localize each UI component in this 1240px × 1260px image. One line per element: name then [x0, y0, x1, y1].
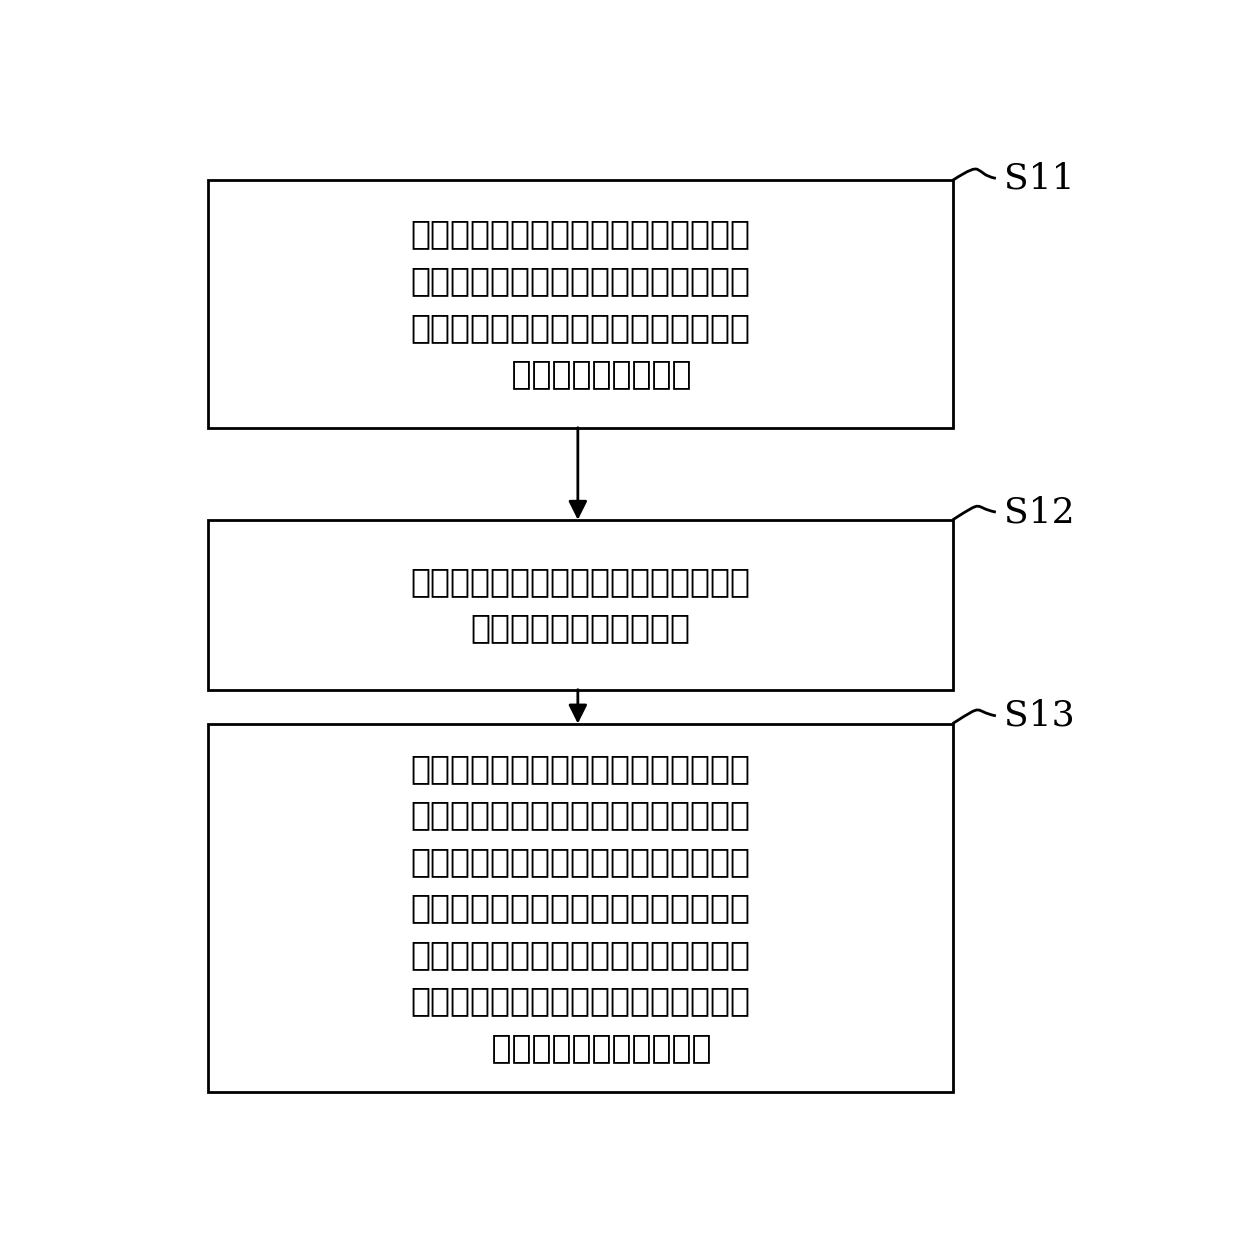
Text: 阵列区域中心点确定: 阵列区域中心点确定 — [469, 358, 692, 391]
Text: 想声源位置所在的指定方向区域，选择: 想声源位置所在的指定方向区域，选择 — [410, 984, 750, 1018]
Text: S13: S13 — [1003, 699, 1074, 733]
Bar — [208, 723, 952, 1092]
Text: 音频信号，其中，指定方向根据麦克风: 音频信号，其中，指定方向根据麦克风 — [410, 311, 750, 344]
Text: 对应的权重进行加权计算: 对应的权重进行加权计算 — [449, 1031, 712, 1065]
Text: 符合设定要求的假想声源位置为真实声: 符合设定要求的假想声源位置为真实声 — [410, 892, 750, 925]
Text: 采用选择的时延估计算法，确定麦克风: 采用选择的时延估计算法，确定麦克风 — [410, 752, 750, 785]
Text: 想声源位置的互相关度，确定互相关度: 想声源位置的互相关度，确定互相关度 — [410, 845, 750, 878]
Text: 源位置；其中，确定互相关度时根据假: 源位置；其中，确定互相关度时根据假 — [410, 937, 750, 971]
Text: 根据各指定方向的输出信号的信号能量: 根据各指定方向的输出信号的信号能量 — [410, 564, 750, 598]
Text: 阵列中每对麦克风采集的音频信号在假: 阵列中每对麦克风采集的音频信号在假 — [410, 799, 750, 832]
Bar — [208, 180, 952, 427]
Text: S12: S12 — [1003, 495, 1074, 529]
Bar — [208, 520, 952, 689]
Text: 频信号进行频域变换，得到对应的频域: 频信号进行频域变换，得到对应的频域 — [410, 265, 750, 297]
Text: ，确定各指定方向的权重: ，确定各指定方向的权重 — [470, 611, 691, 645]
Text: S11: S11 — [1003, 161, 1074, 195]
Text: 对麦克风阵列中各麦克风同步采集的音: 对麦克风阵列中各麦克风同步采集的音 — [410, 218, 750, 251]
